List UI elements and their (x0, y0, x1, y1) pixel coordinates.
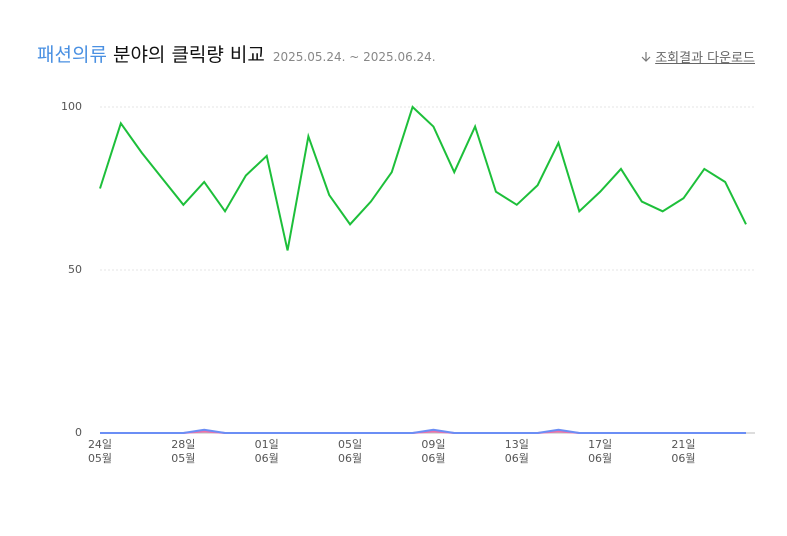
x-tick-month: 06월 (671, 452, 695, 465)
x-tick-month: 06월 (505, 452, 529, 465)
x-tick-label: 24일 (88, 437, 112, 451)
date-range: 2025.05.24. ~ 2025.06.24. (272, 50, 436, 64)
title-highlight: 패션의류 (37, 44, 107, 66)
x-tick-month: 05월 (88, 452, 112, 465)
download-text[interactable]: 조회결과 다운로드 (655, 51, 755, 66)
x-tick-label: 17일 (588, 437, 612, 451)
y-tick-label: 50 (68, 263, 82, 276)
title-text: 분야의 클릭량 비교 (112, 44, 265, 66)
x-tick-month: 06월 (588, 452, 612, 465)
download-link[interactable]: 조회결과 다운로드 (640, 47, 755, 66)
series-line (99, 105, 747, 251)
x-tick-label: 13일 (505, 437, 529, 451)
series-line (100, 428, 746, 434)
y-tick-label: 0 (75, 426, 82, 439)
x-tick-label: 21일 (671, 437, 695, 451)
x-tick-month: 05월 (171, 452, 195, 465)
x-tick-month: 06월 (255, 452, 279, 465)
x-tick-label: 01일 (255, 437, 279, 451)
title: 패션의류 분야의 클릭량 비교 2025.05.24. ~ 2025.06.24. (37, 40, 436, 67)
download-icon (641, 52, 651, 62)
x-tick-month: 06월 (338, 452, 362, 465)
x-tick-label: 09일 (421, 437, 445, 451)
x-tick-label: 28일 (171, 437, 195, 451)
x-tick-label: 05일 (338, 437, 362, 451)
y-tick-label: 100 (61, 100, 82, 113)
x-tick-month: 06월 (421, 452, 445, 465)
